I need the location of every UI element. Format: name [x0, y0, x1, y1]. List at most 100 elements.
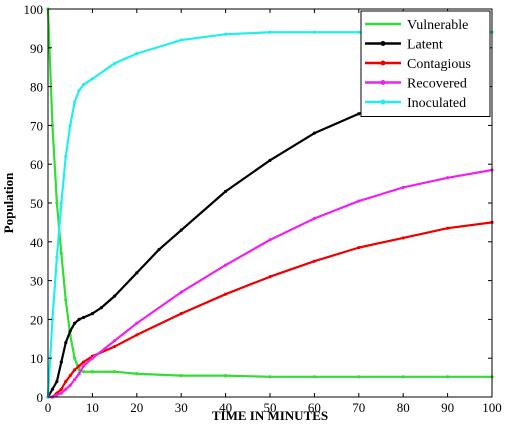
series-line-latent: [47, 104, 382, 398]
data-point-latent: [90, 311, 94, 316]
x-tick-label: 20: [130, 400, 143, 415]
data-point-recovered: [135, 321, 139, 325]
series-line-vulnerable: [46, 8, 492, 378]
x-tick-label: 40: [219, 400, 232, 415]
data-point-recovered: [401, 185, 405, 190]
data-point-latent: [312, 131, 316, 135]
data-point-inoculated: [55, 255, 59, 259]
y-tick-label: 40: [30, 235, 43, 250]
data-point-inoculated: [179, 38, 183, 42]
data-point-inoculated: [81, 83, 86, 87]
data-point-vulnerable: [55, 201, 59, 205]
data-point-latent: [59, 360, 63, 364]
data-point-latent: [99, 306, 103, 310]
data-point-inoculated: [68, 123, 72, 127]
data-point-inoculated: [224, 32, 228, 36]
data-point-latent: [157, 247, 161, 252]
data-point-contagious: [401, 236, 405, 240]
x-tick-label: 70: [352, 400, 365, 415]
data-point-latent: [73, 321, 77, 325]
x-tick-label: 100: [482, 400, 502, 415]
x-tick-label: 30: [175, 400, 188, 415]
legend-label-latent: Latent: [407, 38, 443, 53]
data-point-vulnerable: [113, 370, 117, 374]
data-point-vulnerable: [50, 123, 55, 127]
y-tick-label: 0: [37, 390, 44, 405]
data-point-contagious: [224, 292, 228, 296]
x-tick-label: 60: [308, 400, 321, 415]
data-point-inoculated: [268, 30, 272, 34]
data-point-contagious: [312, 259, 316, 263]
x-tick-label: 80: [397, 400, 410, 415]
data-point-vulnerable: [59, 251, 63, 256]
data-point-recovered: [90, 356, 94, 360]
data-point-contagious: [135, 333, 139, 337]
data-point-inoculated: [50, 317, 55, 321]
data-point-contagious: [81, 360, 86, 364]
data-point-inoculated: [64, 154, 68, 159]
data-point-vulnerable: [90, 370, 94, 374]
data-point-latent: [357, 112, 361, 116]
legend-label-recovered: Recovered: [407, 77, 467, 92]
data-point-inoculated: [113, 61, 117, 65]
legend-label-contagious: Contagious: [407, 57, 471, 72]
data-point-contagious: [268, 275, 272, 279]
data-point-contagious: [113, 344, 117, 349]
data-point-latent: [224, 189, 228, 193]
data-point-vulnerable: [64, 298, 68, 302]
data-point-latent: [179, 228, 183, 232]
data-point-vulnerable: [179, 374, 183, 378]
data-point-latent: [81, 315, 86, 320]
legend-marker-recovered: [380, 80, 386, 85]
data-point-recovered: [312, 216, 316, 221]
data-point-recovered: [59, 391, 63, 395]
data-point-contagious: [73, 368, 77, 372]
data-point-inoculated: [77, 88, 81, 93]
data-point-inoculated: [73, 100, 77, 104]
data-point-inoculated: [135, 52, 139, 56]
data-point-contagious: [179, 311, 183, 316]
series-line-recovered: [48, 168, 493, 399]
data-point-latent: [135, 271, 139, 275]
x-tick-label: 10: [86, 400, 99, 415]
legend: Vulnerable Latent Contagious Recovered Inocu…: [360, 10, 491, 117]
data-point-contagious: [77, 364, 81, 368]
data-point-recovered: [81, 364, 86, 368]
data-point-recovered: [55, 393, 59, 397]
y-tick-label: 30: [30, 274, 43, 289]
legend-marker-latent: [380, 41, 386, 46]
y-axis-title: Population: [1, 172, 16, 233]
legend-label-inoculated: Inoculated: [407, 96, 466, 111]
data-point-vulnerable: [135, 372, 139, 376]
data-point-recovered: [357, 199, 361, 203]
y-tick-label: 90: [30, 41, 43, 56]
data-point-recovered: [179, 290, 183, 294]
series-layer: [46, 7, 494, 399]
x-axis-title: TIME IN MINUTES: [212, 408, 328, 423]
data-point-inoculated: [90, 77, 94, 81]
data-point-recovered: [77, 372, 81, 376]
data-point-latent: [68, 329, 72, 333]
data-point-contagious: [446, 226, 450, 230]
series-line-inoculated: [46, 31, 492, 398]
data-point-vulnerable: [268, 375, 272, 379]
data-point-vulnerable: [446, 375, 450, 379]
data-point-latent: [64, 341, 68, 345]
y-tick-label: 100: [24, 2, 44, 17]
data-point-recovered: [64, 387, 68, 391]
legend-marker-contagious: [380, 60, 386, 66]
y-tick-label: 80: [30, 80, 43, 95]
y-tick-label: 10: [30, 351, 43, 366]
data-point-inoculated: [59, 201, 63, 205]
data-point-latent: [113, 294, 117, 298]
data-point-recovered: [224, 263, 228, 267]
x-tick-label: 90: [441, 400, 454, 415]
data-point-recovered: [73, 377, 77, 382]
data-point-contagious: [68, 374, 72, 378]
data-point-inoculated: [312, 30, 316, 34]
data-point-contagious: [357, 246, 361, 250]
data-point-recovered: [268, 238, 272, 242]
data-point-vulnerable: [312, 375, 316, 379]
y-tick-label: 60: [30, 157, 43, 172]
data-point-vulnerable: [73, 356, 77, 360]
